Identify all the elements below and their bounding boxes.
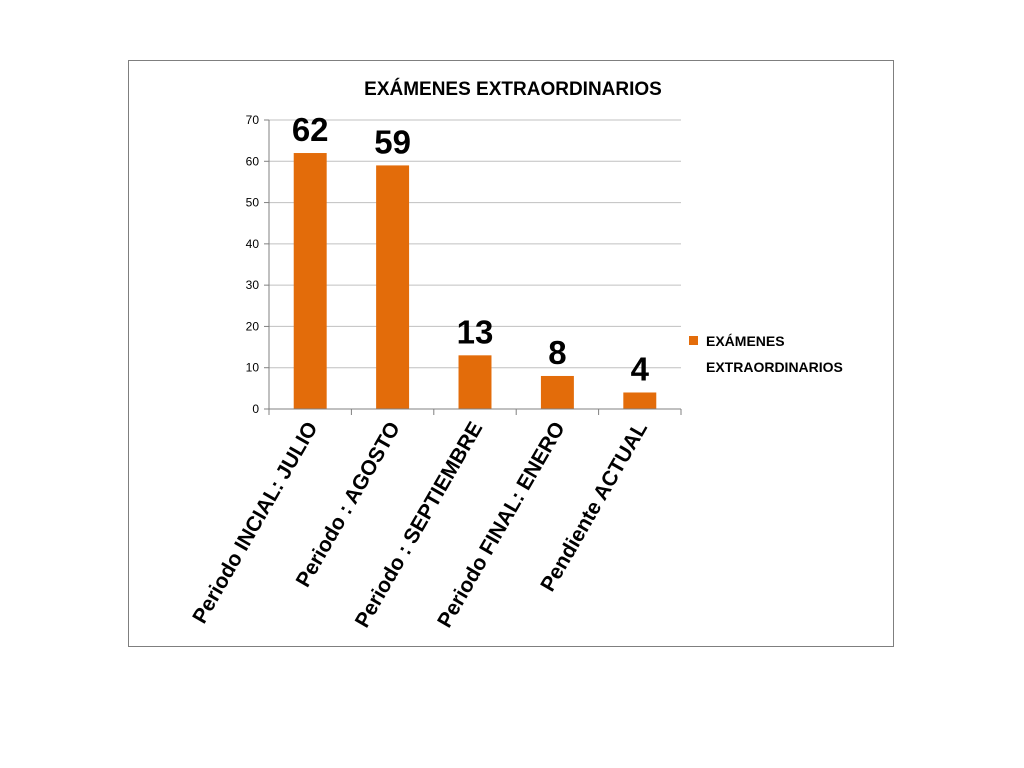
legend-label-line-1: EXÁMENES xyxy=(706,333,785,349)
data-label: 4 xyxy=(631,350,650,387)
chart-title: EXÁMENES EXTRAORDINARIOS xyxy=(364,78,662,100)
y-tick-label: 0 xyxy=(252,402,259,416)
data-label: 62 xyxy=(292,111,329,148)
y-tick-label: 50 xyxy=(246,196,260,210)
y-tick-label: 60 xyxy=(246,154,260,168)
y-axis-ticks: 0 10 20 30 40 50 60 70 xyxy=(246,113,260,416)
legend-swatch xyxy=(689,336,698,345)
bar xyxy=(540,375,574,409)
x-tick-label: Periodo INCIAL: JULIO xyxy=(188,418,322,628)
bar xyxy=(458,355,492,409)
bar xyxy=(623,392,657,409)
y-tick-label: 20 xyxy=(246,319,260,333)
bars xyxy=(293,153,657,409)
chart-frame: EXÁMENES EXTRAORDINARIOS 0 10 20 30 40 50 60 70… xyxy=(128,60,894,647)
gridlines xyxy=(264,119,681,410)
bar xyxy=(293,153,327,409)
data-label: 13 xyxy=(457,313,494,350)
data-label: 8 xyxy=(548,334,566,371)
bar xyxy=(376,165,410,409)
bar-chart: EXÁMENES EXTRAORDINARIOS 0 10 20 30 40 50 60 70… xyxy=(188,78,843,632)
legend: EXÁMENES EXTRAORDINARIOS xyxy=(689,333,843,375)
y-tick-label: 70 xyxy=(246,113,260,127)
y-tick-label: 10 xyxy=(246,361,260,375)
x-axis xyxy=(268,120,682,415)
data-labels: 62 59 13 8 4 xyxy=(292,111,650,387)
data-label: 59 xyxy=(374,123,411,160)
legend-label-line-2: EXTRAORDINARIOS xyxy=(706,359,843,375)
y-tick-label: 40 xyxy=(246,237,260,251)
y-tick-label: 30 xyxy=(246,278,260,292)
